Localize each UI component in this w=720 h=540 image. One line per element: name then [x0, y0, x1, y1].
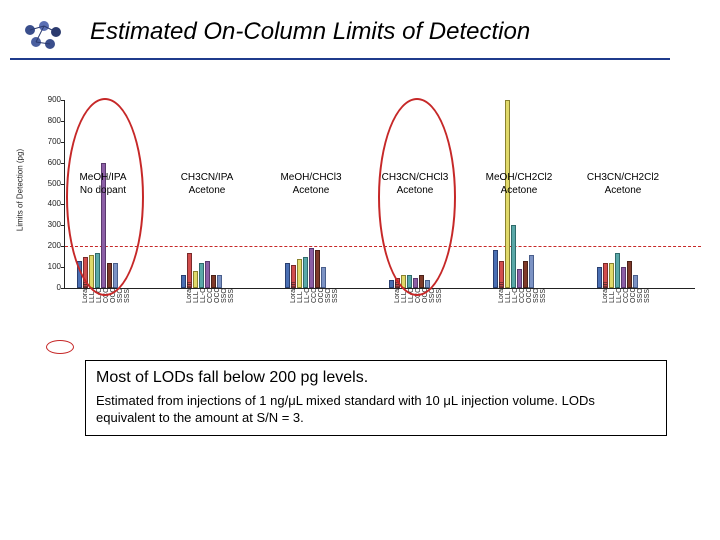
logo — [20, 18, 68, 58]
bar — [615, 253, 620, 289]
x-tick-label: SSO — [325, 288, 332, 303]
x-tick-label: OCO — [318, 287, 325, 303]
x-tick-label: SSS — [332, 289, 339, 303]
x-tick-label: CCO — [623, 287, 630, 303]
y200-marker-ellipse — [46, 340, 74, 354]
bar — [511, 225, 516, 288]
bar — [523, 261, 528, 288]
caption-main: Most of LODs fall below 200 pg levels. — [96, 369, 656, 387]
x-tick-label: SSS — [436, 289, 443, 303]
x-tick-label: LL-O — [304, 287, 311, 303]
x-tick-label: SSO — [221, 288, 228, 303]
caption-sub: Estimated from injections of 1 ng/μL mix… — [96, 393, 656, 427]
group-label: CH3CN/CH2Cl2Acetone — [576, 172, 670, 197]
x-tick-label: SSO — [429, 288, 436, 303]
y-tick-label: 900 — [35, 95, 61, 104]
group-label: CH3CN/IPAAcetone — [160, 172, 254, 197]
x-tick-label: SSS — [644, 289, 651, 303]
x-tick-label: LLL — [193, 291, 200, 303]
bar — [517, 269, 522, 288]
y-tick-label: 100 — [35, 262, 61, 271]
x-tick-label: Loratin — [290, 282, 297, 303]
x-tick-label: Loratin — [602, 282, 609, 303]
x-tick-label: CCO — [311, 287, 318, 303]
y-tick-label: 600 — [35, 158, 61, 167]
bar — [621, 267, 626, 288]
x-tick-label: SSO — [117, 288, 124, 303]
bar — [609, 263, 614, 288]
bar — [627, 261, 632, 288]
slide-title: Estimated On-Column Limits of Detection — [90, 18, 530, 46]
x-tick-label: SSS — [540, 289, 547, 303]
bar — [309, 248, 314, 288]
x-tick-label: LL-O — [200, 287, 207, 303]
bar — [321, 267, 326, 288]
y-tick-label: 700 — [35, 137, 61, 146]
group-label: MeOH/CH2Cl2Acetone — [472, 172, 566, 197]
y-axis-label: Limits of Detection (pg) — [16, 149, 25, 231]
x-tick-label: SSS — [228, 289, 235, 303]
chart: Limits of Detection (pg) 010020030040050… — [20, 100, 700, 320]
group-highlight-ellipse — [378, 98, 456, 296]
bar — [297, 259, 302, 288]
x-tick-label: SSO — [533, 288, 540, 303]
bar — [199, 263, 204, 288]
x-tick-label: LL-O — [512, 287, 519, 303]
x-tick-label: SSS — [124, 289, 131, 303]
x-tick-label: OCO — [630, 287, 637, 303]
x-tick-label: Loratin — [186, 282, 193, 303]
bar — [303, 257, 308, 288]
title-underline — [10, 58, 670, 60]
group-label: MeOH/CHCl3Acetone — [264, 172, 358, 197]
y-tick-label: 0 — [35, 283, 61, 292]
y-tick-label: 200 — [35, 241, 61, 250]
x-tick-label: LL-O — [616, 287, 623, 303]
y-tick-label: 300 — [35, 220, 61, 229]
x-tick-label: Loratin — [498, 282, 505, 303]
x-tick-label: OCO — [214, 287, 221, 303]
x-tick-label: CCO — [207, 287, 214, 303]
x-tick-label: SSO — [637, 288, 644, 303]
x-tick-label: LLL — [297, 291, 304, 303]
y-tick-label: 800 — [35, 116, 61, 125]
x-tick-label: OCO — [526, 287, 533, 303]
caption-box: Most of LODs fall below 200 pg levels. E… — [85, 360, 667, 436]
x-tick-label: LLL — [609, 291, 616, 303]
bar — [205, 261, 210, 288]
x-tick-label: LLL — [505, 291, 512, 303]
group-highlight-ellipse — [66, 98, 144, 296]
bar — [315, 250, 320, 288]
bar — [193, 271, 198, 288]
y-tick-label: 400 — [35, 199, 61, 208]
bar — [529, 255, 534, 288]
x-tick-label: CCO — [519, 287, 526, 303]
